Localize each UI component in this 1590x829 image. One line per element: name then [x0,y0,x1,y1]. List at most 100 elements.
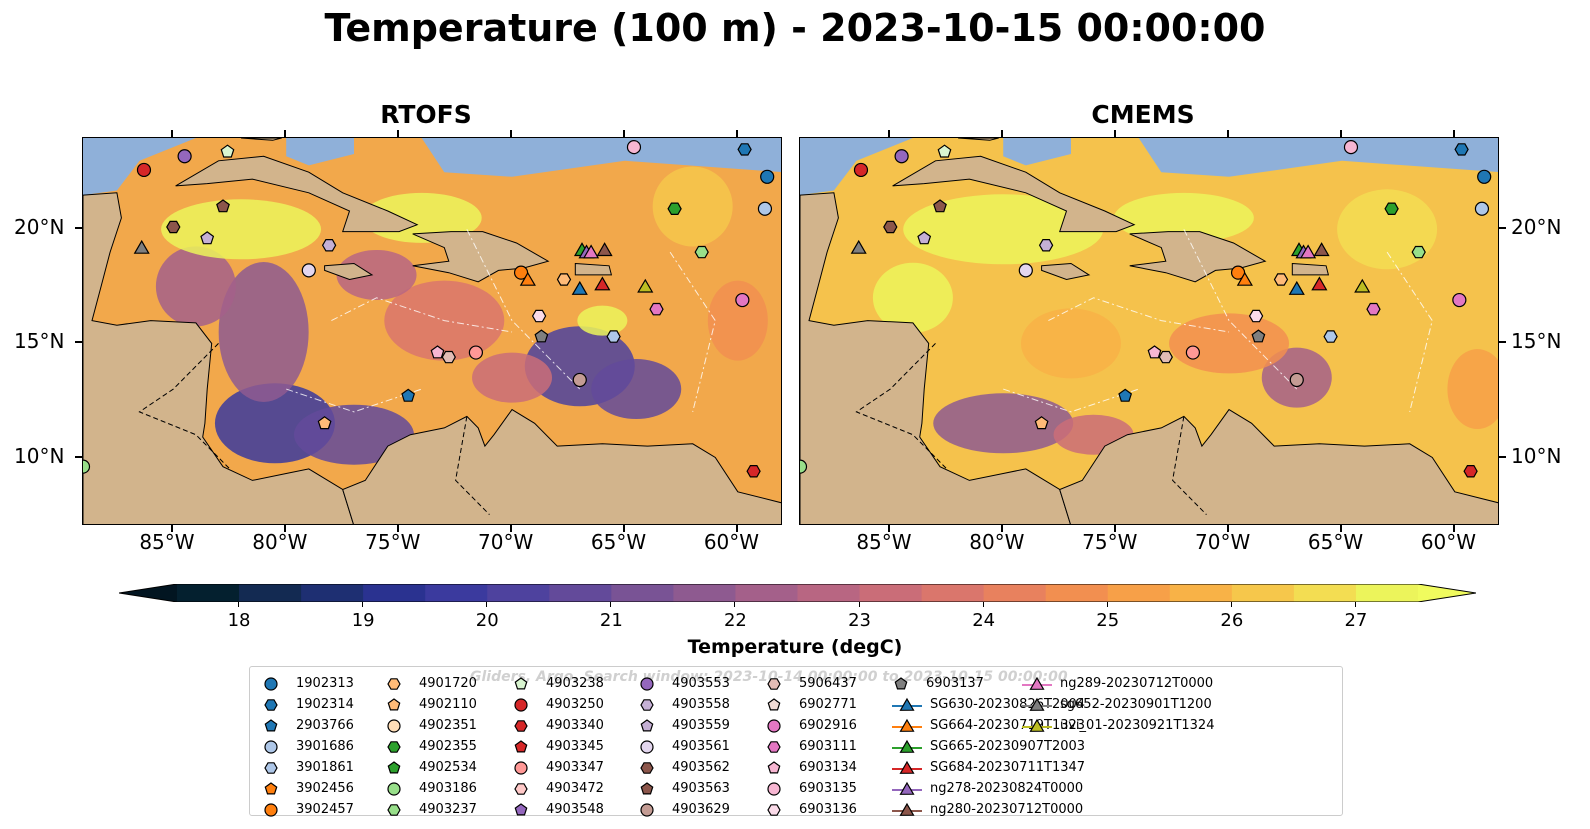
legend-item: 4903186 [385,778,477,799]
legend-column: 4901720 4902110 4902351 4902355 4902534 49031… [385,673,477,820]
colorbar-tick-mark [610,602,612,607]
lon-tick-mark [888,525,891,532]
temperature-patch [1447,349,1498,430]
legend-marker [640,739,654,754]
colorbar-tick-label: 19 [351,610,375,631]
observation-6903137 [534,329,549,343]
legend-symbol [899,781,915,795]
lon-tick-label: 60°W [703,530,760,554]
observation-4903558 [321,238,337,252]
legend-item: 3902457 [262,799,354,820]
legend-item: 6903134 [765,757,857,778]
legend-item: 4903472 [512,778,604,799]
rtofs-map [82,137,782,525]
legend-label: 4903563 [672,781,730,796]
colorbar-segment [425,584,488,602]
legend-marker [1022,676,1052,690]
observation-SG630-20230826T2004 [1288,280,1305,295]
lon-tick-label: 75°W [365,530,421,554]
legend-item: 4903629 [638,799,730,820]
legend-marker [640,761,654,774]
temperature-patch [1337,189,1438,270]
panel-title-rtofs: RTOFS [380,100,472,129]
legend-symbol [899,697,915,711]
observation-4903238 [937,144,952,158]
legend-item: 4903553 [638,673,730,694]
legend-label: 4902534 [419,760,477,775]
observation-4903629 [1289,372,1304,388]
observation-3901861 [1323,330,1338,343]
legend-label: 4903250 [546,697,604,712]
legend-label: 3901861 [296,760,354,775]
legend-symbol [640,761,654,774]
legend-marker [264,802,278,817]
colorbar-segment [363,584,426,602]
observation-4903558 [1038,238,1054,252]
observation-uvi_01-20230921T1324 [1354,278,1371,293]
observation-4903237 [1411,245,1426,259]
observation-4901720 [556,273,572,286]
colorbar-tick-mark [734,602,736,607]
lon-tick-mark [397,130,400,137]
legend-symbol [899,739,915,753]
legend-symbol [387,697,401,710]
lon-tick-mark [735,130,738,137]
colorbar-tick-mark [858,602,860,607]
observation-4903347 [468,345,484,360]
temperature-patch [1113,192,1254,243]
lat-tick-mark [1499,227,1506,230]
lon-tick-mark [888,130,891,137]
temperature-patch [577,305,628,336]
legend-symbol [387,718,401,733]
legend-label: 4902110 [419,697,477,712]
legend-symbol [767,740,781,753]
observation-6903134 [430,345,445,359]
lat-tick-label: 10°N [1511,443,1562,468]
eez-boundary [1183,229,1298,390]
eez-boundary [286,388,422,413]
lon-tick-label: 80°W [969,530,1025,554]
lat-tick-mark [1499,341,1506,344]
legend-label: 4903559 [672,718,730,733]
observation-SG630-20230826T2004 [571,280,588,295]
observation-4903562 [883,220,898,234]
legend-column: 4903553 4903558 4903559 4903561 4903562 49035… [638,673,730,820]
legend-marker [387,718,401,733]
legend-label: 6902916 [799,718,857,733]
legend-symbol [767,718,781,733]
observation-4903563 [933,199,947,213]
legend-label: 2903766 [296,718,354,733]
observation-1902313 [760,169,775,184]
lon-tick-mark [1001,525,1004,532]
colorbar-tick-mark [362,602,364,607]
observation-ng280-20230712T0000 [596,242,613,257]
temperature-patch [872,262,953,333]
lon-tick-mark [622,525,625,532]
colorbar-segment [983,584,1047,602]
legend-marker [640,802,654,817]
legend-symbol [264,761,278,774]
legend-marker [894,676,908,689]
lon-tick-mark [397,525,400,532]
legend-symbol [899,802,915,816]
legend-item: 2903766 [262,715,354,736]
temperature-patch [1169,313,1290,374]
legend-marker [387,760,401,773]
lon-tick-mark [622,130,625,137]
florida-land [958,138,999,141]
legend-symbol [640,781,654,794]
legend-marker [767,781,781,796]
legend: Gliders, Argo, Search window: 2023-10-14… [249,666,1343,817]
colorbar [119,584,1476,602]
lon-tick-mark [1452,525,1455,532]
central-america-land [800,192,1071,524]
legend-marker [387,677,401,690]
colorbar-tick-label: 20 [475,610,499,631]
colorbar-segment [611,584,674,602]
legend-column: 4903238 4903250 4903340 4903345 4903347 49034… [512,673,604,820]
legend-marker [514,802,528,815]
observation-2903766 [1118,388,1133,402]
legend-item: ng278-20230824T0000 [892,778,1085,799]
observation-4903559 [200,231,215,245]
legend-label: 6903111 [799,739,857,754]
